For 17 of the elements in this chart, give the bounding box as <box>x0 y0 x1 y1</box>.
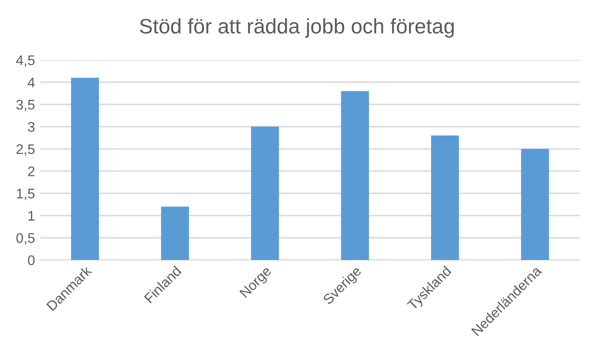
bar <box>251 126 279 260</box>
bar <box>161 206 189 260</box>
bar <box>521 148 549 260</box>
y-tick-label: 1 <box>28 211 34 221</box>
y-tick-label: 1,5 <box>16 188 35 200</box>
y-tick-label: 0,5 <box>16 233 35 245</box>
y-tick-label: 3 <box>28 122 35 132</box>
y-tick-label: 2,5 <box>16 144 35 156</box>
y-tick-label: 4 <box>28 78 35 88</box>
bar <box>341 91 369 260</box>
y-tick-label: 0 <box>28 255 35 266</box>
bar <box>431 136 459 260</box>
y-tick-label: 4,5 <box>16 55 35 67</box>
y-tick-label: 3,5 <box>16 100 35 112</box>
chart-title: Stöd för att rädda jobb och företag <box>140 18 454 38</box>
bar <box>71 78 99 260</box>
y-tick-label: 2 <box>28 166 34 176</box>
